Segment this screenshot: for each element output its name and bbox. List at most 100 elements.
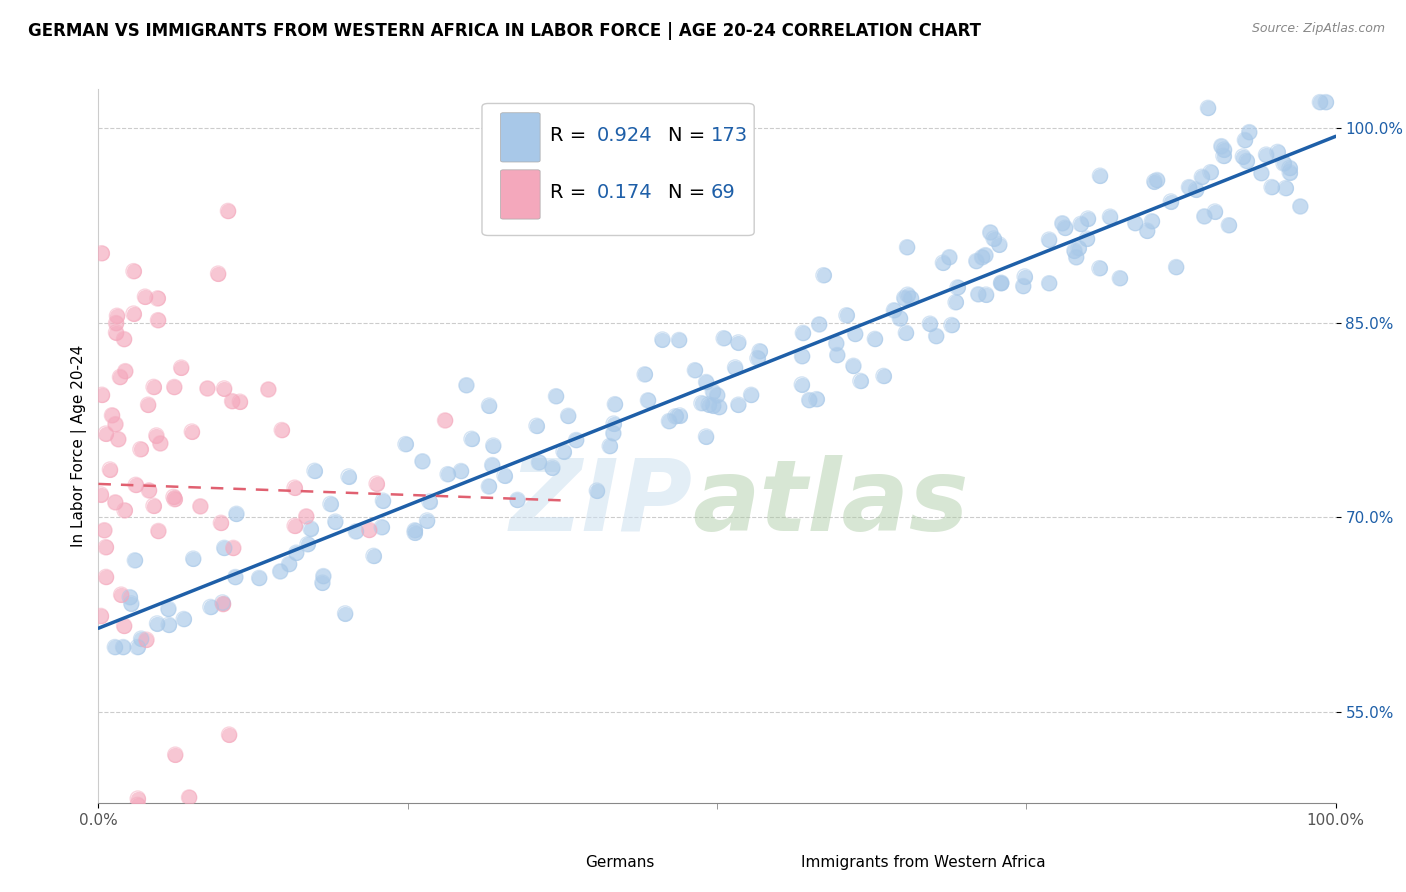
Point [127,797,149,812]
FancyBboxPatch shape [541,847,578,878]
Point [371,493,394,508]
Point [842,359,865,373]
Point [825,336,848,351]
Point [1315,95,1337,110]
Point [1063,244,1085,258]
Point [181,551,204,566]
Point [599,439,621,453]
Point [122,307,145,321]
Point [190,500,212,514]
Point [565,433,588,447]
Point [101,409,124,423]
Point [1166,260,1188,274]
Point [418,494,440,508]
Point [651,333,673,347]
Point [897,287,920,301]
Point [827,348,849,362]
Point [90,822,112,836]
Point [270,423,292,437]
Point [1067,241,1090,255]
Point [146,616,169,631]
Point [1250,166,1272,180]
Point [456,378,478,392]
Point [120,597,142,611]
Point [1278,161,1301,175]
Point [434,413,457,427]
Point [1185,183,1208,197]
Point [827,348,849,362]
Point [748,344,770,359]
Point [938,250,960,264]
Point [221,394,243,409]
Point [918,317,941,331]
Point [709,400,731,414]
Point [494,468,516,483]
Point [163,380,186,394]
Point [222,541,245,555]
Point [135,632,157,647]
Point [1239,125,1261,139]
Point [104,640,127,654]
Point [727,398,749,412]
Point [1136,224,1159,238]
Point [142,380,165,394]
Point [217,204,239,219]
Point [965,254,987,268]
Point [565,433,588,447]
Point [145,428,167,442]
Point [114,364,136,378]
Point [93,523,115,537]
Point [1140,214,1163,228]
Point [179,790,201,805]
Point [835,309,858,323]
Point [416,514,439,528]
Point [145,428,167,442]
Point [1239,125,1261,139]
Point [129,632,152,646]
Point [104,417,127,432]
Point [90,487,112,501]
Point [664,409,686,424]
Point [1146,173,1168,187]
Point [1099,210,1122,224]
Point [1211,139,1233,153]
Point [695,375,717,389]
Point [1212,149,1234,163]
Point [125,478,148,492]
Point [1278,165,1301,179]
Point [602,417,624,431]
Point [110,588,132,602]
Point [197,382,219,396]
Point [1178,180,1201,194]
Point [269,565,291,579]
Point [1067,241,1090,255]
Point [1212,149,1234,163]
Point [297,537,319,551]
Point [142,380,165,394]
Point [1136,224,1159,238]
Point [1278,161,1301,175]
Point [481,458,503,472]
Point [883,303,905,318]
Point [170,360,193,375]
Point [211,595,233,609]
Point [450,464,472,478]
Point [792,326,814,340]
Point [527,455,550,469]
Point [333,607,356,621]
Point [1088,261,1111,276]
Point [900,292,922,306]
Point [269,565,291,579]
Point [883,303,905,318]
Point [1267,145,1289,159]
Point [1038,233,1060,247]
Point [124,553,146,567]
Point [135,632,157,647]
Point [808,318,831,332]
Point [506,492,529,507]
Point [1088,169,1111,183]
Point [325,515,347,529]
Point [118,591,141,605]
Point [138,483,160,498]
Point [112,619,135,633]
